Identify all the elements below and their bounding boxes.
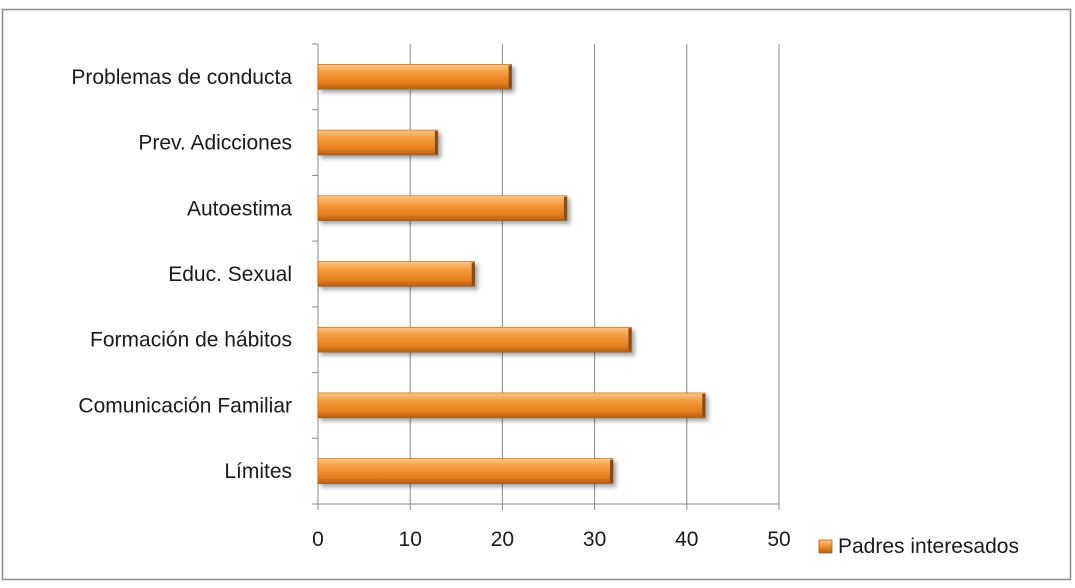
category-label: Formación de hábitos	[90, 329, 292, 352]
category-label: Límites	[224, 460, 292, 483]
legend-swatch	[818, 539, 833, 554]
bar	[317, 129, 439, 156]
bar	[317, 326, 632, 353]
x-tick-label: 20	[491, 528, 514, 551]
category-label: Educ. Sexual	[168, 263, 292, 286]
category-label: Problemas de conducta	[71, 66, 292, 89]
x-tick-label: 0	[312, 528, 324, 551]
category-label: Prev. Adicciones	[138, 132, 292, 155]
chart-border	[1, 8, 1072, 581]
category-label: Comunicación Familiar	[78, 394, 292, 417]
legend-label: Padres interesados	[838, 535, 1019, 558]
x-tick-label: 40	[675, 528, 698, 551]
bar	[317, 261, 476, 287]
bar	[317, 392, 706, 419]
bar	[317, 64, 512, 90]
bar	[317, 458, 614, 484]
x-tick-label: 50	[767, 528, 790, 551]
bar	[317, 195, 568, 222]
category-label: Autoestima	[187, 197, 292, 220]
x-tick-label: 30	[583, 528, 606, 551]
x-tick-label: 10	[399, 528, 422, 551]
